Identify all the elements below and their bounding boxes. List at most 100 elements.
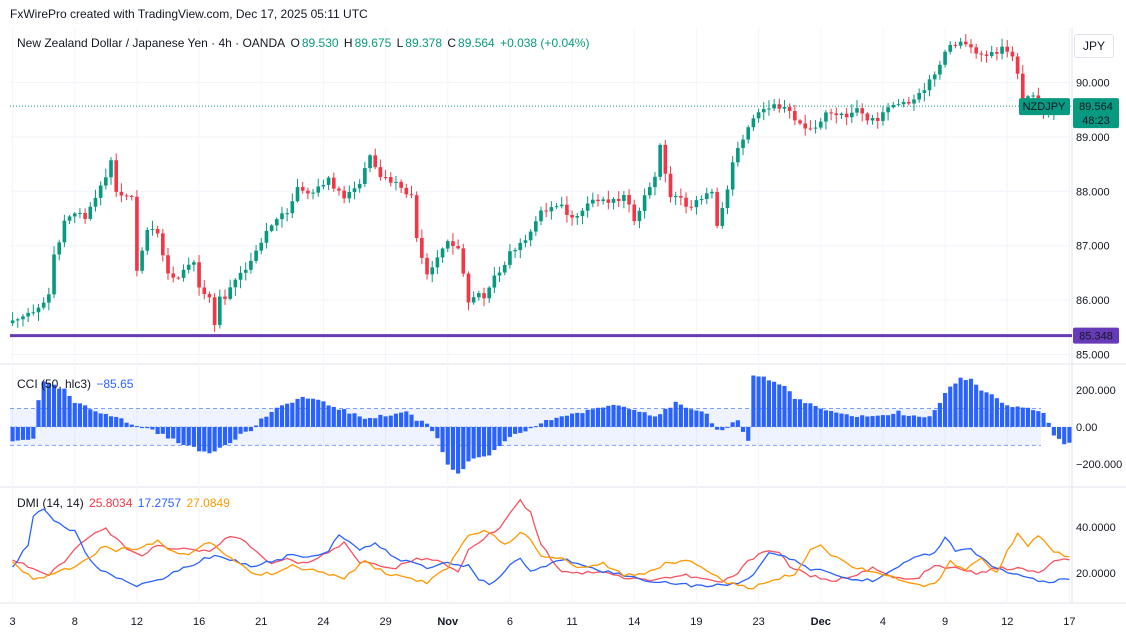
candle-body [342,190,346,199]
cci-bar [72,402,77,427]
cci-bar [450,426,456,470]
candle-body [420,237,424,258]
candle-body [331,177,336,189]
candle-body [430,267,435,275]
cci-bar [77,403,83,427]
dmi-tick-label: 20.0000 [1076,568,1116,580]
support-price-badge [1073,327,1119,344]
candle-body [632,204,637,222]
candle-body [31,312,36,314]
cci-bar [673,401,678,427]
candle-body [290,201,295,214]
cci-bar [854,416,860,427]
candle-body [653,176,657,188]
chart-area[interactable]: 90.000 89.000 88.000 87.000 86.000 85.000 3 8 12… [0,28,1126,638]
cci-bar [1005,405,1010,427]
cci-bar [772,381,777,427]
cci-bar [709,423,715,427]
cci-bar [476,426,481,458]
cci-bar [160,426,165,434]
candle-body [570,214,574,218]
chart-svg[interactable]: 90.000 89.000 88.000 87.000 86.000 85.000 3 8 12… [0,28,1126,638]
candle-body [979,53,984,55]
candle-body [487,287,492,299]
cci-bar [274,407,279,427]
price-tick-label: 85.000 [1076,350,1110,362]
candle-body [855,108,859,113]
cci-bar [207,426,212,454]
candle-body [497,272,502,276]
candle-body [611,198,616,203]
price-tick-label: 87.000 [1076,241,1110,253]
cci-bar [803,403,808,427]
cci-bar [668,407,673,427]
x-tick-label: 12 [1001,616,1013,628]
candle-body [741,139,745,149]
cci-bar [440,426,445,453]
last-price-badge [1073,98,1119,129]
cci-bar [238,426,243,434]
candle-body [922,90,927,93]
candle-body [663,144,668,174]
cci-bar [20,426,26,440]
candle-body [357,183,362,189]
candle-body [124,195,129,197]
cci-bar [549,420,554,427]
candle-body [787,106,792,111]
cci-bar [222,426,228,446]
candle-body [875,118,880,121]
candle-body [388,177,393,183]
candle-body [777,104,782,109]
cci-bar [466,426,471,462]
candle-body [912,99,916,104]
candle-body [93,197,98,207]
cci-bar [513,426,518,434]
candle-body [295,187,300,202]
x-tick-label: 21 [255,616,267,628]
cci-bar [626,409,632,427]
minus-di-value: 17.2757 [137,496,182,510]
cci-bar [896,410,901,427]
candle-body [88,206,93,219]
candle-body [969,44,973,48]
candle-body [927,79,932,91]
cci-bar [948,386,953,427]
candle-body [616,198,621,201]
candle-body [233,279,238,288]
cci-bar [1041,413,1046,427]
cci-bar [740,426,746,432]
candle-body [834,113,839,116]
candle-body [145,229,150,251]
candle-body [502,264,507,273]
candle-body [477,293,481,298]
cci-bar [124,422,129,427]
candle-body [197,262,201,288]
candle-body [140,250,144,271]
candle-body [161,233,165,256]
x-tick-label: 4 [880,616,886,628]
candle-body [917,92,921,100]
candle-body [394,181,398,183]
cci-bar [621,406,626,427]
cci-bar [891,413,896,427]
cci-bar [165,426,171,439]
cci-bar [119,418,124,427]
candle-body [414,195,419,238]
cci-bar [611,404,616,427]
x-tick-label: 8 [72,616,78,628]
candle-body [989,52,994,56]
candle-body [83,212,87,219]
candle-body [435,257,440,268]
candle-body [155,228,160,234]
cci-bar [1010,407,1015,427]
candle-body [984,54,989,56]
cci-bar [683,407,689,427]
currency-button[interactable]: JPY [1074,34,1114,58]
cci-bar [103,413,108,427]
cci-bar [777,384,782,427]
countdown-text: 48:23 [1082,115,1110,127]
cci-bar [62,388,67,427]
candle-body [1005,46,1010,52]
cci-bar [632,409,637,427]
candle-body [150,228,155,230]
